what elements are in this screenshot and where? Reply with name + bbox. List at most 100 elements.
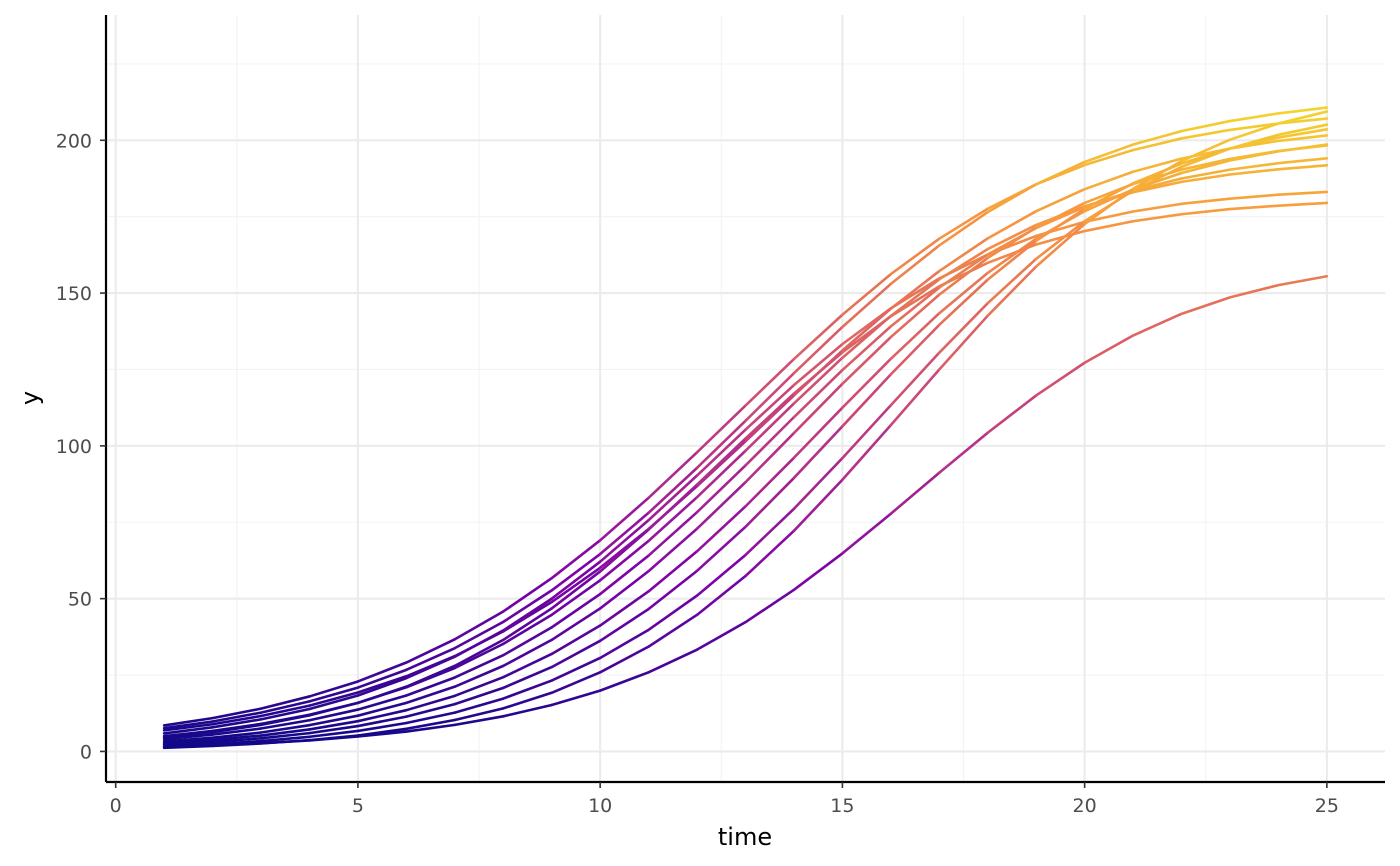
series-9-segment-2 [211,734,263,742]
series-1-segment-20 [1083,148,1135,167]
series-1-segment-10 [598,496,650,542]
series-9-segment-23 [1228,149,1280,162]
series-2-segment-9 [550,552,602,592]
series-12-segment-11 [647,613,699,648]
series-11-segment-12 [695,553,747,597]
series-7-segment-6 [405,676,457,697]
x-axis-title: time [718,823,772,851]
y-tick-label-4: 200 [56,130,92,152]
series-7-segment-11 [647,510,699,557]
series-13-segment-15 [841,512,893,555]
series-2-segment-17 [937,210,990,247]
series-10-segment-3 [259,731,311,740]
series-9-segment-17 [937,271,990,315]
series-1-segment-6 [405,637,457,664]
series-10-segment-20 [1083,182,1135,211]
series-4-segment-3 [259,707,311,721]
series-line-1 [162,117,1329,727]
series-line-2 [162,106,1329,730]
series-8-segment-13 [744,431,796,484]
series-10-segment-9 [550,639,602,669]
series-10-segment-19 [1034,207,1086,243]
series-9-segment-7 [453,675,505,698]
y-tick-label-3: 150 [56,283,92,305]
series-12-segment-17 [937,314,990,371]
series-4-segment-23 [1228,193,1280,200]
series-8-segment-5 [356,701,408,717]
series-9-segment-11 [647,549,699,593]
x-tick-label-0: 0 [110,795,122,817]
series-7-segment-17 [937,253,990,289]
series-7-segment-23 [1228,161,1280,171]
series-12-segment-13 [744,529,796,578]
series-7-segment-1 [162,733,214,741]
series-12-segment-10 [598,645,650,674]
series-2-segment-16 [889,244,941,286]
series-11-segment-8 [501,679,554,700]
series-7-segment-22 [1180,168,1232,180]
series-5-segment-17 [937,247,990,281]
series-13-segment-16 [889,471,941,516]
grid-minor [106,15,1385,782]
series-11-segment-19 [1034,219,1086,261]
series-1-segment-9 [550,538,602,580]
x-tick-label-2: 10 [588,795,612,817]
series-12-segment-18 [986,265,1038,317]
series-6-segment-21 [1131,212,1183,223]
series-3-segment-5 [356,674,408,694]
series-9-segment-12 [695,505,747,553]
series-1-segment-17 [937,207,990,240]
series-9-segment-9 [550,624,602,656]
series-7-segment-10 [598,554,650,596]
series-12-segment-6 [405,718,457,731]
series-9-segment-14 [792,406,844,460]
series-2-segment-21 [1131,129,1183,146]
series-1-segment-11 [647,450,699,500]
series-3-segment-18 [986,209,1038,240]
series-9-segment-6 [405,694,457,712]
series-10-segment-18 [986,239,1038,281]
series-6-segment-20 [1083,219,1135,233]
series-1-segment-21 [1131,137,1183,152]
series-3-segment-17 [937,237,990,273]
series-9-segment-4 [308,719,360,731]
series-13-segment-6 [405,723,457,733]
series-4-segment-14 [792,342,844,387]
series-12-segment-12 [695,574,747,617]
series-11-segment-11 [647,594,699,632]
series-6-segment-11 [647,483,699,531]
series-line-4 [162,190,1329,735]
series-9-segment-3 [259,728,311,737]
series-10-segment-12 [695,525,747,573]
series-4-segment-6 [405,655,457,680]
series-2-segment-5 [356,668,408,689]
series-11-segment-15 [841,403,893,460]
series-6-segment-12 [695,437,747,486]
series-9-segment-24 [1277,143,1329,153]
series-5-segment-18 [986,223,1038,251]
series-4-segment-1 [162,725,214,735]
series-2-segment-22 [1180,119,1232,133]
series-10-segment-5 [356,715,408,728]
series-7-segment-7 [453,653,505,679]
series-1-segment-13 [744,357,796,407]
series-11-segment-17 [937,301,990,354]
series-2-segment-19 [1034,160,1086,186]
series-3-segment-13 [744,394,796,443]
series-4-segment-7 [453,629,505,659]
series-7-segment-21 [1131,177,1183,193]
series-3-segment-21 [1131,157,1183,174]
series-7-segment-4 [308,708,360,722]
series-2-segment-12 [695,419,747,470]
series-7-segment-16 [889,286,941,328]
series-2-segment-14 [792,325,844,375]
series-10-segment-10 [598,607,650,643]
series-8-segment-9 [550,607,602,642]
series-4-segment-10 [598,518,650,563]
series-6-segment-15 [841,314,893,354]
series-12-segment-16 [889,368,941,427]
series-4-segment-8 [501,597,554,632]
series-3-segment-1 [162,722,214,732]
series-5-segment-22 [1180,173,1232,184]
series-11-segment-10 [598,628,650,660]
